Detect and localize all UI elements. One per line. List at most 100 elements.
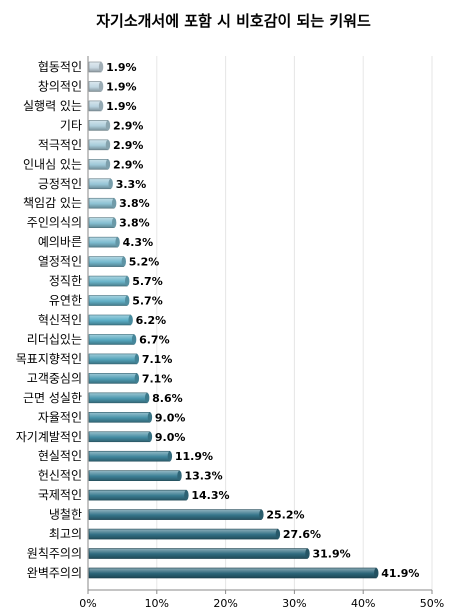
category-label: 창의적인 [38,79,82,93]
category-label: 책임감 있는 [23,195,82,210]
x-tick-label: 30% [282,597,306,610]
bar-end [105,159,111,170]
bar-헌신적인 [88,470,180,481]
value-label: 31.9% [312,548,350,561]
value-label: 5.7% [132,295,163,308]
bar-긍정적인 [88,178,112,190]
value-label: 4.3% [123,236,154,249]
value-label: 3.3% [116,178,147,191]
bar-end [125,295,130,306]
category-label: 실행력 있는 [23,98,82,113]
bar-end [275,529,281,540]
value-label: 27.6% [283,528,321,541]
bar-유연한 [88,295,128,306]
value-label: 1.9% [106,100,137,113]
category-label: 예의바른 [38,235,82,249]
bar-예의바른 [88,236,118,248]
bar-end [259,509,264,520]
value-label: 8.6% [152,392,183,405]
bar-end [177,470,182,481]
value-label: 41.9% [381,567,419,580]
value-label: 3.8% [119,197,150,210]
bar-end [105,139,111,150]
category-label: 정직한 [49,274,82,288]
category-label: 완벽주의의 [27,566,82,580]
bar-주인의식의 [88,217,115,228]
bar-자기계발적인 [88,431,151,443]
value-label: 11.9% [175,450,213,463]
bar-근면 성실한 [88,392,148,404]
value-label: 2.9% [113,119,144,132]
x-tick-label: 40% [351,597,375,610]
bar-리더십있는 [88,334,135,345]
bar-end [121,256,126,267]
bar-end [167,451,173,462]
value-label: 5.2% [129,256,160,269]
x-tick-label: 0% [79,597,96,610]
value-label: 13.3% [185,470,223,483]
category-label: 목표지향적인 [16,352,82,366]
bars [88,61,379,579]
value-label: 9.0% [155,431,186,444]
value-label: 25.2% [266,509,304,522]
bar-end [125,276,130,287]
bar-end [134,353,140,364]
chart-title: 자기소개서에 포함 시 비호감이 되는 키워드 [96,12,371,30]
bar-end [134,373,140,384]
value-label: 5.7% [132,275,163,288]
x-tick-label: 20% [213,597,237,610]
bar-end [108,178,113,189]
bar-end [115,237,120,248]
labels: 0% 10% 20% 30% 40% 50% 협동적인 1.9% 창의적인 1.9% 실행력 있는 1… [16,60,444,610]
bar-원칙주의의 [88,548,308,559]
category-label: 기타 [60,118,82,132]
bar-end [147,431,153,442]
bar-국제적인 [88,489,187,501]
bar-최고의 [88,528,279,540]
category-label: 자율적인 [38,410,82,424]
category-label: 주인의식의 [27,216,82,230]
bar-목표지향적인 [88,353,138,365]
bar-end [305,548,310,559]
category-label: 리더십있는 [27,332,82,346]
bar-현실적인 [88,450,171,462]
bar-적극적인 [88,139,109,151]
value-label: 2.9% [113,158,144,171]
bar-end [131,334,137,345]
category-label: 인내심 있는 [23,157,82,171]
category-label: 협동적인 [38,60,82,74]
category-label: 최고의 [49,527,82,541]
bar-end [184,490,189,501]
category-label: 고객중심의 [27,371,82,385]
category-label: 자기계발적인 [16,430,82,444]
bar-end [98,81,104,92]
bar-고객중심의 [88,373,138,384]
bar-end [374,568,379,578]
category-label: 냉철한 [49,508,82,522]
axes [87,56,433,594]
bar-자율적인 [88,412,151,423]
bar-end [128,315,133,325]
x-tick-label: 50% [420,597,444,610]
category-label: 원칙주의의 [27,547,82,561]
bar-end [98,62,104,72]
value-label: 1.9% [106,61,137,74]
category-label: 국제적인 [38,488,82,502]
grid-lines [156,56,433,590]
value-label: 3.8% [119,217,150,230]
bar-end [98,100,104,111]
bar-end [111,217,117,228]
value-label: 1.9% [106,80,137,93]
value-label: 7.1% [142,353,173,366]
value-label: 9.0% [155,411,186,424]
bar-기타 [88,120,109,131]
bar-end [111,198,117,209]
category-label: 긍정적인 [38,177,82,191]
value-label: 6.7% [139,333,170,346]
category-label: 유연한 [49,294,82,308]
value-label: 2.9% [113,139,144,152]
bar-혁신적인 [88,314,131,326]
bar-end [147,412,153,423]
category-label: 혁신적인 [38,313,82,327]
